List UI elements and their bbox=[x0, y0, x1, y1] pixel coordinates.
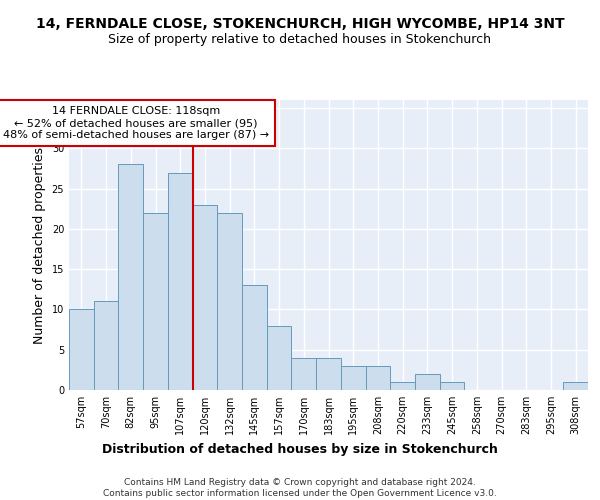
Text: 14, FERNDALE CLOSE, STOKENCHURCH, HIGH WYCOMBE, HP14 3NT: 14, FERNDALE CLOSE, STOKENCHURCH, HIGH W… bbox=[35, 18, 565, 32]
Bar bbox=[143, 213, 168, 390]
Bar bbox=[316, 358, 341, 390]
Bar bbox=[563, 382, 588, 390]
Bar bbox=[365, 366, 390, 390]
Y-axis label: Number of detached properties: Number of detached properties bbox=[33, 146, 46, 344]
Bar bbox=[69, 310, 94, 390]
Bar bbox=[267, 326, 292, 390]
Bar bbox=[94, 302, 118, 390]
Bar bbox=[341, 366, 365, 390]
Bar bbox=[242, 286, 267, 390]
Bar bbox=[440, 382, 464, 390]
Bar bbox=[292, 358, 316, 390]
Bar bbox=[193, 204, 217, 390]
Text: 14 FERNDALE CLOSE: 118sqm
← 52% of detached houses are smaller (95)
48% of semi-: 14 FERNDALE CLOSE: 118sqm ← 52% of detac… bbox=[2, 106, 269, 140]
Text: Contains HM Land Registry data © Crown copyright and database right 2024.
Contai: Contains HM Land Registry data © Crown c… bbox=[103, 478, 497, 498]
Bar bbox=[118, 164, 143, 390]
Bar bbox=[217, 213, 242, 390]
Bar bbox=[390, 382, 415, 390]
Bar bbox=[415, 374, 440, 390]
Text: Distribution of detached houses by size in Stokenchurch: Distribution of detached houses by size … bbox=[102, 442, 498, 456]
Text: Size of property relative to detached houses in Stokenchurch: Size of property relative to detached ho… bbox=[109, 32, 491, 46]
Bar bbox=[168, 172, 193, 390]
